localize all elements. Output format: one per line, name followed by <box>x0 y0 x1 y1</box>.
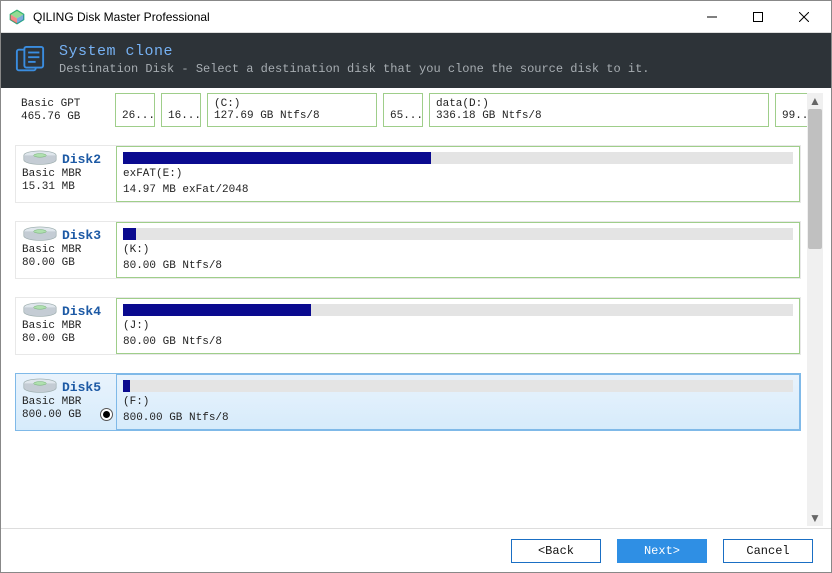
disk-row[interactable]: Disk3Basic MBR80.00 GB (K:) 80.00 GB Ntfs/… <box>15 221 801 279</box>
footer: <Back Next> Cancel <box>1 528 831 572</box>
disk-radio[interactable] <box>100 408 114 422</box>
partition-detail: 127.69 GB Ntfs/8 <box>214 110 370 122</box>
hdd-icon <box>22 150 58 166</box>
window-title: QILING Disk Master Professional <box>33 10 210 24</box>
disk-size: 15.31 MB <box>22 181 112 193</box>
partition-detail: 14.97 MB exFat/2048 <box>123 184 793 196</box>
partition-box[interactable]: 99... <box>775 93 807 127</box>
disk-size: 800.00 GB <box>22 409 112 421</box>
partition-detail: 26... <box>122 110 148 122</box>
usage-bar <box>123 228 793 240</box>
titlebar: QILING Disk Master Professional <box>1 1 831 33</box>
partition-name: exFAT(E:) <box>123 168 793 180</box>
partition-box[interactable]: data(D:)336.18 GB Ntfs/8 <box>429 93 769 127</box>
partition-detail: 336.18 GB Ntfs/8 <box>436 110 762 122</box>
partition-name: (K:) <box>123 244 793 256</box>
back-button[interactable]: <Back <box>511 539 601 563</box>
next-button[interactable]: Next> <box>617 539 707 563</box>
scroll-thumb[interactable] <box>808 109 822 249</box>
partition-detail: 65... <box>390 110 416 122</box>
partition-box[interactable]: 26... <box>115 93 155 127</box>
usage-bar <box>123 380 793 392</box>
disk-size: 465.76 GB <box>21 111 111 123</box>
partition-box[interactable]: 16... <box>161 93 201 127</box>
partition-name: (F:) <box>123 396 793 408</box>
partition-detail: 99... <box>782 110 807 122</box>
disk-list: Basic GPT 465.76 GB 26... 16... (C:)127.69… <box>9 93 807 526</box>
partition-name: (J:) <box>123 320 793 332</box>
page-header: System clone Destination Disk - Select a… <box>1 33 831 88</box>
disk-name: Disk2 <box>62 152 112 167</box>
scroll-up-icon[interactable]: ▲ <box>807 93 823 109</box>
disk-type: Basic MBR <box>22 396 112 408</box>
disk-size: 80.00 GB <box>22 333 112 345</box>
cancel-button[interactable]: Cancel <box>723 539 813 563</box>
close-button[interactable] <box>781 1 827 33</box>
partition-detail: 16... <box>168 110 194 122</box>
system-clone-icon <box>15 45 45 75</box>
disk-name: Disk3 <box>62 228 112 243</box>
disk-row[interactable]: Disk5Basic MBR800.00 GB (F:) 800.00 GB Ntf… <box>15 373 801 431</box>
partition-detail: 80.00 GB Ntfs/8 <box>123 336 793 348</box>
disk-name: Disk4 <box>62 304 112 319</box>
content-area: Basic GPT 465.76 GB 26... 16... (C:)127.69… <box>9 93 823 526</box>
header-subtitle: Destination Disk - Select a destination … <box>59 62 650 76</box>
scrollbar[interactable]: ▲ ▼ <box>807 93 823 526</box>
disk-row-source[interactable]: Basic GPT 465.76 GB 26... 16... (C:)127.69… <box>15 93 801 127</box>
disk-type: Basic MBR <box>22 320 112 332</box>
partition-name: data(D:) <box>436 98 762 110</box>
partition-name: (C:) <box>214 98 370 110</box>
hdd-icon <box>22 226 58 242</box>
partition-box[interactable]: 65... <box>383 93 423 127</box>
disk-row[interactable]: Disk2Basic MBR15.31 MB exFAT(E:) 14.97 MB … <box>15 145 801 203</box>
partition-detail: 800.00 GB Ntfs/8 <box>123 412 793 424</box>
scroll-down-icon[interactable]: ▼ <box>807 510 823 526</box>
disk-row[interactable]: Disk4Basic MBR80.00 GB (J:) 80.00 GB Ntfs/… <box>15 297 801 355</box>
usage-bar <box>123 152 793 164</box>
partition-detail: 80.00 GB Ntfs/8 <box>123 260 793 272</box>
disk-type: Basic GPT <box>21 98 111 110</box>
maximize-button[interactable] <box>735 1 781 33</box>
disk-type: Basic MBR <box>22 244 112 256</box>
app-logo-icon <box>9 9 25 25</box>
disk-type: Basic MBR <box>22 168 112 180</box>
hdd-icon <box>22 378 58 394</box>
header-title: System clone <box>59 43 650 60</box>
disk-size: 80.00 GB <box>22 257 112 269</box>
hdd-icon <box>22 302 58 318</box>
disk-name: Disk5 <box>62 380 112 395</box>
partition-box[interactable]: (C:)127.69 GB Ntfs/8 <box>207 93 377 127</box>
minimize-button[interactable] <box>689 1 735 33</box>
usage-bar <box>123 304 793 316</box>
